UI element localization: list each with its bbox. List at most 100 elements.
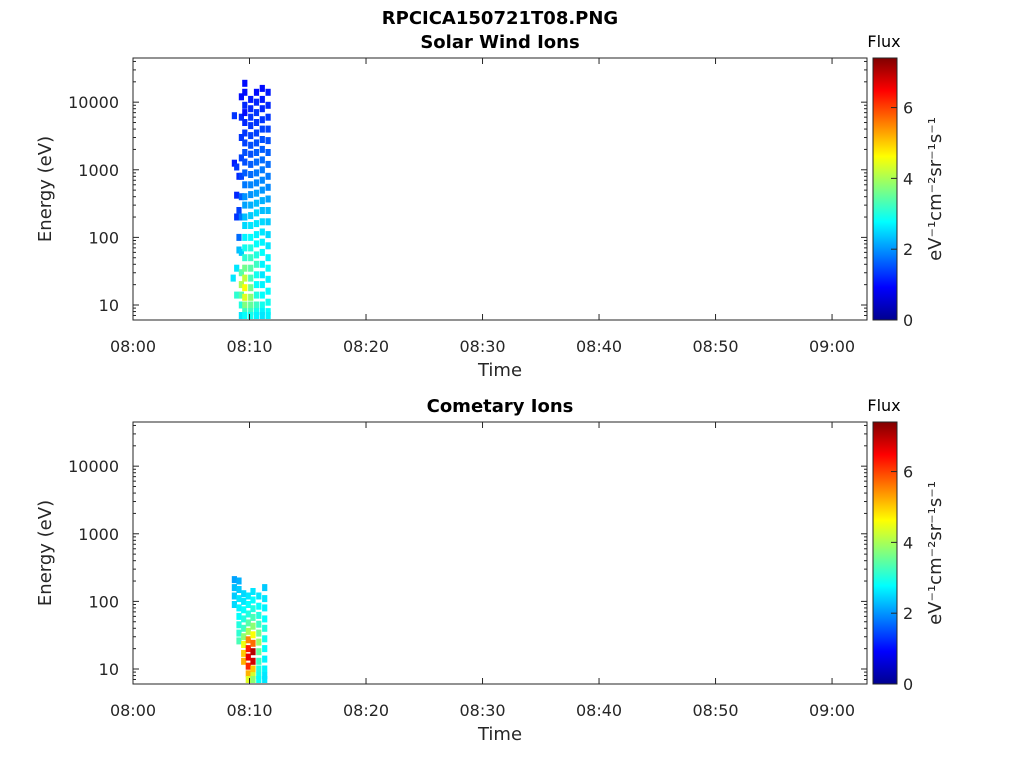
heatmap-cell <box>242 222 248 229</box>
heatmap-cell <box>234 264 240 272</box>
heatmap-cell <box>242 264 248 272</box>
heatmap-cell <box>265 298 271 306</box>
figure-title: RPCICA150721T08.PNG <box>382 8 618 29</box>
heatmap-cell <box>253 119 260 126</box>
heatmap-cell <box>248 233 254 241</box>
heatmap-cell <box>248 212 254 220</box>
heatmap-cell <box>262 584 268 592</box>
heatmap-cell <box>236 595 242 603</box>
heatmap-cell <box>245 619 251 627</box>
heatmap-cell <box>250 648 256 656</box>
heatmap-cell <box>259 308 265 316</box>
x-tick-label: 09:00 <box>809 337 855 356</box>
heatmap-cell <box>245 601 251 608</box>
heatmap-cell <box>248 150 254 158</box>
heatmap-cell <box>256 638 262 646</box>
heatmap-cell <box>231 159 237 167</box>
y-tick-label: 1000 <box>78 161 119 180</box>
x-tick-label: 08:00 <box>110 701 156 720</box>
heatmap-cell <box>259 218 265 226</box>
heatmap-cell <box>250 672 256 680</box>
heatmap-cell <box>242 301 248 309</box>
heatmap-cell <box>265 287 271 295</box>
heatmap-cell <box>262 615 268 623</box>
heatmap-cell <box>259 186 265 194</box>
heatmap-cell <box>236 586 242 593</box>
y-tick-label: 100 <box>88 592 119 611</box>
heatmap-cell <box>262 645 268 653</box>
heatmap-cell <box>265 254 271 262</box>
heatmap-cell <box>250 596 256 604</box>
colorbar-gradient <box>872 421 898 685</box>
heatmap-cell <box>238 248 244 256</box>
heatmap-cell <box>248 264 254 272</box>
x-tick-label: 08:50 <box>692 337 738 356</box>
heatmap-cell <box>241 649 247 657</box>
heatmap-cell <box>238 134 244 141</box>
colorbar-gradient <box>872 57 898 321</box>
heatmap-cell <box>253 169 260 177</box>
heatmap-cell <box>231 576 237 584</box>
x-tick-label: 09:00 <box>809 701 855 720</box>
colorbar-tick-label: 2 <box>903 240 913 259</box>
heatmap-cell <box>234 191 240 199</box>
heatmap-cell <box>253 109 260 117</box>
heatmap-cell <box>245 653 251 661</box>
heatmap-cell <box>253 129 260 137</box>
heatmap-cell <box>250 665 256 673</box>
x-tick-label: 08:40 <box>576 701 622 720</box>
heatmap-cell <box>238 193 244 201</box>
y-ticks: 10 100 1000 10000 <box>68 424 867 685</box>
heatmap-cell <box>259 156 265 164</box>
x-tick-label: 08:10 <box>226 701 272 720</box>
x-tick-label: 08:30 <box>459 701 505 720</box>
x-tick-label: 08:30 <box>459 337 505 356</box>
heatmap-cell <box>250 639 256 647</box>
y-axis-label: Energy (eV) <box>35 500 56 606</box>
heatmap-cell <box>259 301 265 309</box>
colorbar-label: Flux <box>867 396 900 415</box>
heatmap-cell <box>253 260 260 268</box>
x-axis-label: Time <box>477 724 522 745</box>
heatmap-cell <box>242 109 248 117</box>
heatmap-cell <box>241 597 247 605</box>
heatmap-cell <box>242 293 248 301</box>
x-tick-label: 08:40 <box>576 337 622 356</box>
colorbar-tick-label: 0 <box>903 675 913 694</box>
heatmap-cell <box>256 602 262 610</box>
heatmap-cell <box>248 254 254 262</box>
colorbar-tick-label: 6 <box>903 463 913 482</box>
colorbar-units: eV⁻¹cm⁻²sr⁻¹s⁻¹ <box>925 117 946 261</box>
heatmap-cell <box>265 231 271 239</box>
heatmap-cell <box>230 274 236 282</box>
heatmap-cell <box>238 281 244 289</box>
heatmap-cell <box>248 293 254 301</box>
heatmap-cell <box>248 95 254 103</box>
panel-cometary: Cometary Ions 08:00 08:10 08:20 08:30 08:40 0… <box>35 396 946 745</box>
x-axis-label: Time <box>477 360 522 381</box>
heatmap-cell <box>265 183 271 191</box>
colorbar-tick-label: 2 <box>903 604 913 623</box>
heatmap-cell <box>234 213 240 221</box>
heatmap-cell <box>241 615 247 623</box>
heatmap-cell <box>259 291 265 299</box>
heatmap-cell <box>248 222 254 229</box>
heatmap-cell <box>242 169 248 177</box>
heatmap-cell <box>245 627 251 635</box>
x-ticks: 08:00 08:10 08:20 08:30 08:40 08:50 09:00 <box>110 58 855 356</box>
heatmap-cell <box>265 160 271 168</box>
heatmap-cell <box>253 220 260 228</box>
heatmap-cell <box>256 676 262 683</box>
heatmap-cell <box>242 233 248 241</box>
heatmap-cell <box>265 195 271 203</box>
colorbar-ticks: 0 2 4 6 <box>891 99 913 330</box>
heatmap-cell <box>242 284 248 292</box>
heatmap-cell <box>250 613 256 621</box>
heatmap-cell <box>259 238 265 246</box>
y-tick-label: 10000 <box>68 93 119 112</box>
heatmap-cell <box>241 590 247 598</box>
heatmap-cell <box>265 125 271 133</box>
heatmap-cell <box>259 125 265 133</box>
heatmap-cell <box>248 181 254 189</box>
heatmap-cell <box>250 657 256 665</box>
